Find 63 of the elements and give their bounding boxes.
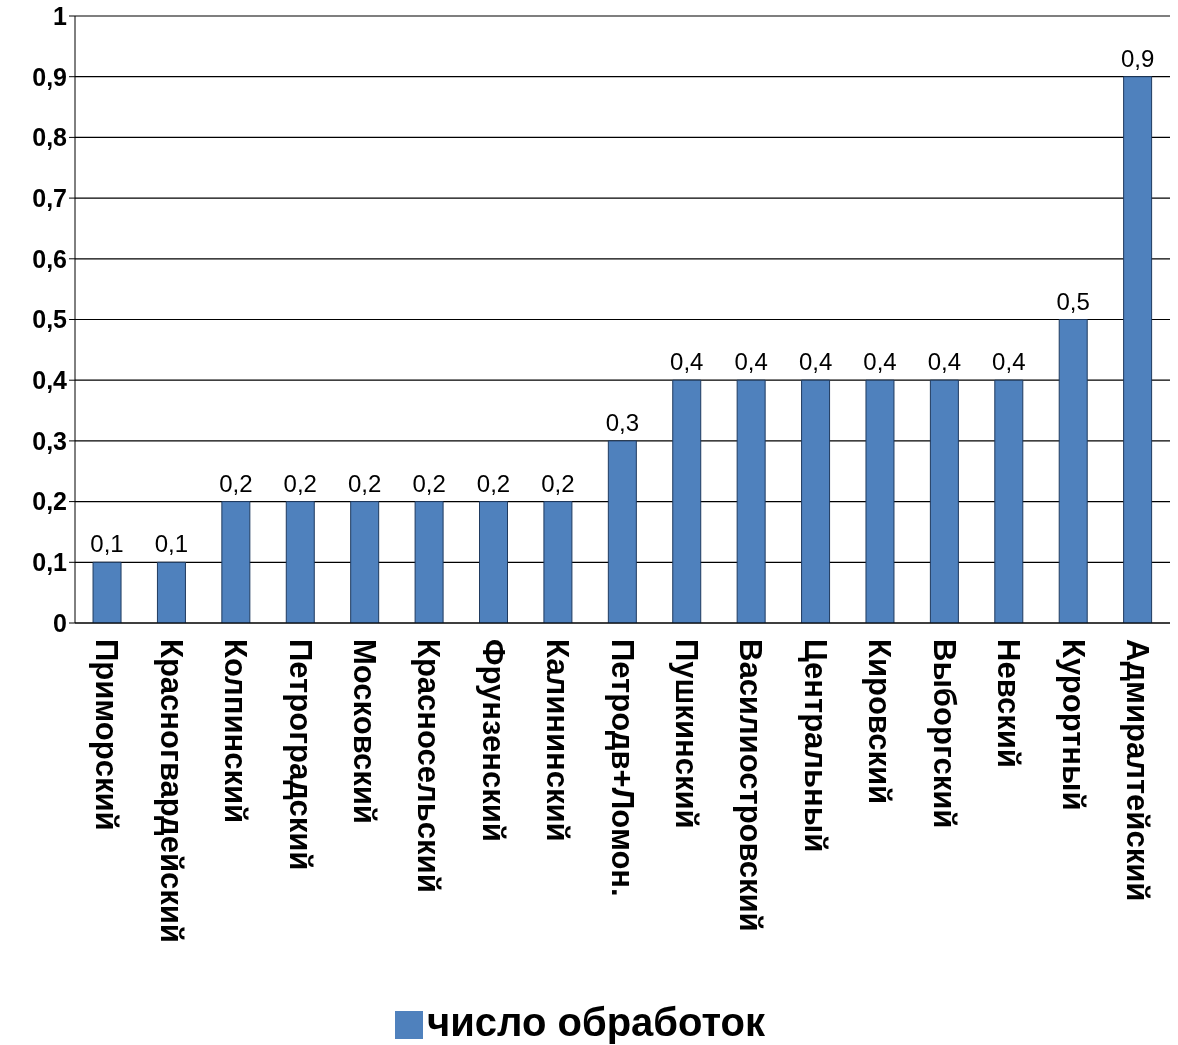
x-tick-label: Выборгский: [926, 639, 962, 829]
data-label: 0,4: [927, 348, 962, 376]
x-tick-label: Петродв+Ломон.: [604, 639, 640, 897]
x-tick-label: Курортный: [1055, 639, 1091, 811]
x-tick-label: Колпинский: [218, 639, 254, 824]
data-label: 0,5: [1056, 287, 1090, 315]
y-tick-label: 0,3: [32, 426, 67, 455]
x-tick-label: Адмиралтейский: [1119, 639, 1155, 902]
x-tick-label: Приморский: [89, 639, 125, 831]
data-label: 0,4: [992, 348, 1026, 376]
legend-label: число обработок: [427, 1000, 765, 1044]
y-tick-label: 0,5: [32, 305, 68, 334]
bar: [801, 379, 831, 623]
bar: [543, 501, 573, 623]
data-label: 0,4: [798, 348, 833, 376]
data-label: 0,2: [347, 469, 382, 497]
data-label: 0,1: [90, 530, 124, 558]
x-tick-label: Василиостровский: [733, 639, 769, 932]
data-label: 0,2: [476, 469, 511, 497]
data-label: 0,2: [283, 469, 317, 497]
bar: [672, 379, 702, 623]
y-tick-label: 0,1: [32, 548, 68, 577]
x-tick-label: Красносельский: [411, 639, 447, 893]
y-tick-label: 0,7: [32, 183, 67, 212]
data-label: 0,2: [541, 469, 575, 497]
bar: [414, 501, 444, 623]
y-tick-label: 0,6: [32, 244, 67, 273]
y-tick-label: 0,8: [32, 123, 68, 152]
data-label: 0,3: [605, 408, 640, 436]
data-label: 0,4: [670, 348, 704, 376]
bar: [994, 379, 1024, 623]
data-label: 0,4: [863, 348, 897, 376]
bar: [607, 440, 637, 623]
bar: [285, 501, 315, 623]
y-tick-label: 0,4: [32, 366, 68, 395]
bar: [1123, 76, 1153, 623]
bar: [156, 561, 186, 623]
bar: [221, 501, 251, 623]
data-label: 0,2: [412, 469, 446, 497]
data-label: 0,2: [219, 469, 253, 497]
x-tick-label: Центральный: [797, 639, 833, 853]
x-tick-label: Красногвардейский: [153, 639, 189, 943]
x-tick-label: Московский: [347, 639, 382, 824]
bar: [929, 379, 959, 623]
data-label: 0,4: [734, 348, 768, 376]
bar: [479, 501, 509, 623]
x-tick-label: Калининский: [540, 639, 576, 842]
bar: [1058, 319, 1088, 623]
bar: [865, 379, 895, 623]
x-tick-label: Кировский: [862, 639, 898, 805]
x-tick-label: Фрунзенский: [475, 639, 511, 842]
bar: [350, 501, 380, 623]
y-tick-label: 0,9: [32, 62, 67, 91]
x-tick-label: Пушкинский: [669, 639, 705, 829]
y-tick-label: 1: [53, 1, 68, 30]
bar: [92, 561, 122, 623]
bar: [736, 379, 766, 623]
data-label: 0,9: [1120, 44, 1155, 72]
data-label: 0,1: [154, 530, 189, 558]
x-tick-label: Петроградский: [282, 639, 318, 871]
y-tick-label: 0,2: [32, 487, 67, 516]
y-tick-label: 0: [53, 608, 67, 637]
x-tick-label: Невский: [991, 639, 1027, 768]
